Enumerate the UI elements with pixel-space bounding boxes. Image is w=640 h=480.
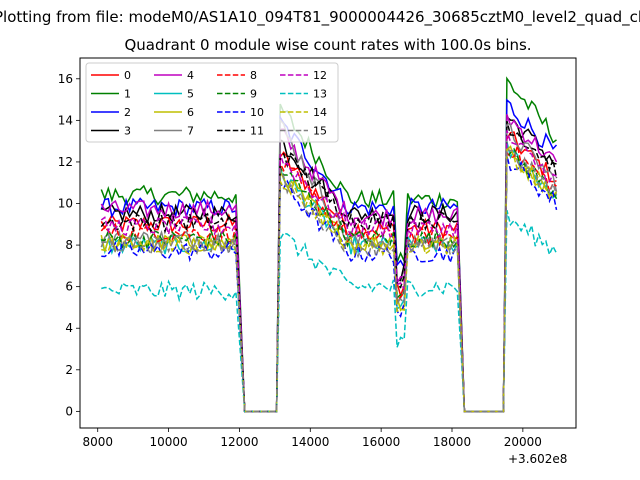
legend-label-2: 2	[124, 106, 131, 119]
series-line-14	[101, 147, 558, 413]
x-offset-text: +3.602e8	[508, 452, 568, 466]
series-line-12	[100, 130, 557, 413]
x-tick-label: 8000	[82, 435, 113, 449]
series-line-15	[101, 148, 558, 413]
y-tick-label: 2	[65, 363, 73, 377]
y-tick-label: 4	[65, 321, 73, 335]
y-tick-label: 14	[58, 113, 73, 127]
x-tick-label: 12000	[220, 435, 258, 449]
series-line-7	[100, 118, 558, 413]
legend-label-9: 9	[250, 88, 257, 101]
legend-label-13: 13	[313, 88, 327, 101]
y-tick-label: 16	[58, 72, 73, 86]
x-axis: 8000 10000 12000 14000 16000 18000 20000	[82, 428, 542, 449]
legend-label-12: 12	[313, 69, 327, 82]
y-tick-label: 8	[65, 238, 73, 252]
y-tick-label: 10	[58, 197, 73, 211]
series-line-5	[100, 141, 557, 413]
legend-label-14: 14	[313, 106, 327, 119]
legend-box	[85, 62, 339, 143]
legend-label-10: 10	[250, 106, 264, 119]
y-tick-label: 12	[58, 155, 73, 169]
legend-label-6: 6	[187, 106, 194, 119]
chart-title: Quadrant 0 module wise count rates with …	[124, 36, 532, 54]
series-line-4	[100, 114, 558, 413]
legend-label-4: 4	[187, 69, 194, 82]
legend-label-11: 11	[250, 125, 264, 138]
y-axis: 0 2 4 6 8 10 12 14 16	[58, 72, 80, 418]
legend-label-15: 15	[313, 125, 327, 138]
legend-label-8: 8	[250, 69, 257, 82]
series-line-11	[100, 120, 558, 413]
series-line-0	[100, 131, 557, 413]
series-line-3	[101, 115, 557, 413]
y-tick-label: 0	[65, 404, 73, 418]
legend-label-7: 7	[187, 125, 194, 138]
axes-frame	[79, 57, 577, 429]
series-line-13	[101, 210, 558, 413]
x-tick-label: 18000	[433, 435, 471, 449]
plot-lines	[100, 76, 558, 413]
x-tick-label: 10000	[149, 435, 187, 449]
legend-label-3: 3	[124, 125, 131, 138]
legend-label-5: 5	[187, 88, 194, 101]
legend-label-0: 0	[124, 69, 131, 82]
legend-label-1: 1	[124, 88, 131, 101]
x-tick-label: 20000	[504, 435, 542, 449]
y-tick-label: 6	[65, 280, 73, 294]
x-tick-label: 14000	[291, 435, 329, 449]
figure-suptitle: Plotting from file: modeM0/AS1A10_094T81…	[0, 8, 640, 26]
x-tick-label: 16000	[362, 435, 400, 449]
